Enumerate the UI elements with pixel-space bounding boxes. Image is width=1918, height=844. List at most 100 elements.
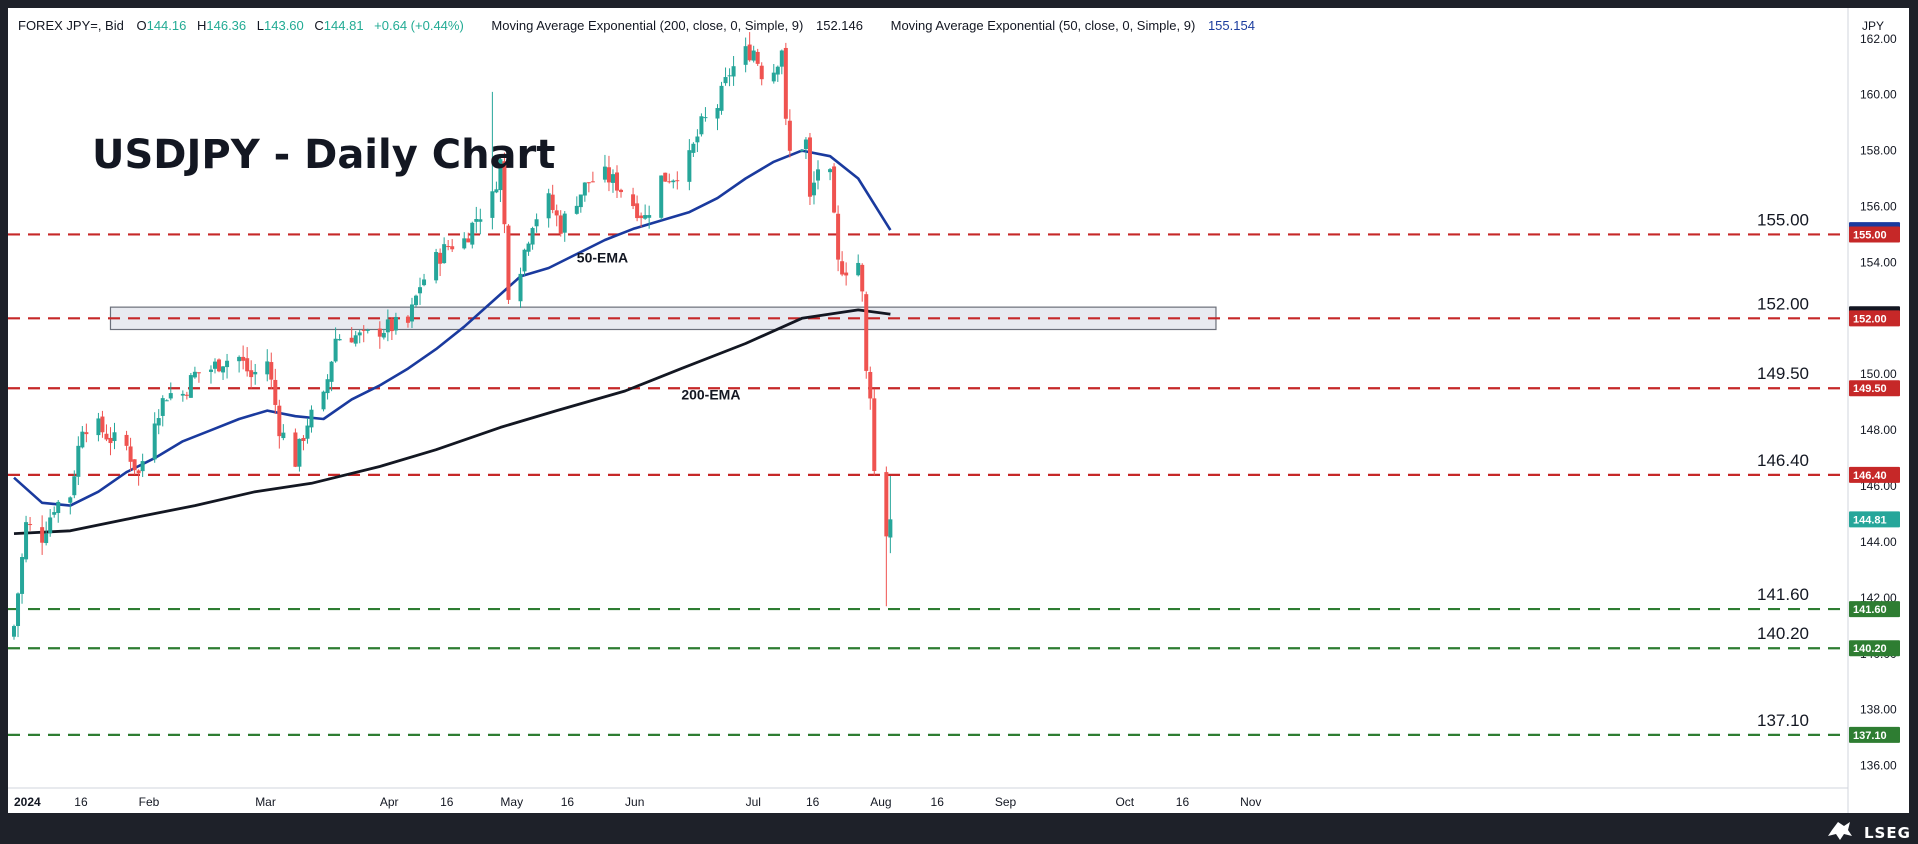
- ema200-legend-label: Moving Average Exponential (200, close, …: [491, 18, 803, 33]
- candle-59: [337, 334, 342, 341]
- candle-4: [28, 516, 33, 531]
- candle-49: [281, 424, 286, 441]
- candle-7: [48, 509, 53, 537]
- candle-23: [136, 469, 141, 486]
- price-tags: 155.154155.00152.146152.00149.50146.4014…: [1849, 222, 1900, 743]
- candle-144: [816, 160, 820, 190]
- candle-130: [743, 37, 748, 73]
- svg-text:149.50: 149.50: [1853, 383, 1887, 395]
- svg-text:152.00: 152.00: [1853, 313, 1887, 325]
- x-tick-14: Oct: [1115, 795, 1134, 809]
- candle-84: [478, 208, 483, 235]
- price-tag-9: 137.10: [1849, 726, 1900, 743]
- candle-54: [309, 405, 314, 433]
- candle-47: [273, 368, 278, 415]
- candle-72: [414, 294, 418, 307]
- candle-56: [325, 374, 330, 400]
- candle-67: [385, 309, 390, 342]
- candle-14: [84, 423, 89, 443]
- candle-133: [755, 48, 760, 66]
- candle-18: [108, 427, 113, 456]
- candle-151: [860, 263, 865, 302]
- currency-label: JPY: [1862, 19, 1884, 33]
- level-label-0: 155.00: [1757, 210, 1809, 229]
- candle-119: [675, 171, 680, 190]
- candle-123: [699, 113, 704, 137]
- candle-142: [807, 132, 812, 206]
- candle-35: [208, 365, 213, 384]
- candle-26: [156, 409, 161, 435]
- candle-77: [442, 237, 447, 264]
- level-label-2: 149.50: [1757, 364, 1809, 383]
- candle-140: [799, 149, 804, 153]
- candle-55: [321, 390, 326, 412]
- svg-text:144.81: 144.81: [1853, 514, 1887, 526]
- candle-33: [192, 366, 197, 379]
- candle-65: [377, 321, 382, 349]
- level-label-5: 140.20: [1757, 624, 1809, 643]
- candle-148: [840, 251, 845, 277]
- price-tag-5: 146.40: [1849, 466, 1900, 483]
- candle-118: [671, 179, 676, 189]
- header-l-value: 143.60: [264, 18, 304, 33]
- lseg-logo-icon: [1828, 822, 1852, 840]
- candle-69: [393, 312, 398, 335]
- candle-28: [164, 399, 169, 402]
- x-tick-12: 16: [931, 795, 945, 809]
- candle-127: [723, 67, 728, 86]
- candle-74: [422, 273, 427, 287]
- x-tick-3: Mar: [255, 795, 276, 809]
- candle-32: [188, 373, 193, 398]
- candle-37: [217, 358, 222, 373]
- candle-80: [462, 232, 467, 250]
- candle-105: [602, 154, 607, 183]
- candle-138: [783, 42, 788, 126]
- candle-41: [241, 345, 246, 370]
- candle-58: [333, 327, 338, 363]
- candle-8: [52, 506, 57, 518]
- time-axis: 2024 16 Feb Mar Apr 16 May 16 Jun Jul 16 Aug 16 Sep Oc…: [14, 795, 1261, 809]
- x-tick-8: Jun: [625, 795, 644, 809]
- candle-36: [213, 358, 217, 374]
- candle-107: [610, 169, 615, 193]
- candle-53: [305, 418, 310, 444]
- header-change: +0.64 (+0.44%): [374, 18, 464, 33]
- candle-43: [249, 360, 254, 389]
- candle-136: [775, 65, 780, 82]
- candle-129: [731, 56, 736, 86]
- candle-16: [100, 410, 105, 438]
- header-h-value: 146.36: [206, 18, 246, 33]
- candle-48: [277, 399, 282, 449]
- y-tick-13: 162.00: [1860, 32, 1897, 46]
- candle-131: [747, 32, 752, 62]
- x-tick-15: 16: [1176, 795, 1190, 809]
- candle-38: [221, 366, 226, 380]
- x-tick-6: May: [500, 795, 523, 809]
- candle-155: [884, 466, 889, 607]
- candle-108: [615, 165, 619, 199]
- candle-116: [663, 172, 668, 182]
- series-line-ema200: [13, 308, 891, 535]
- labels-layer: 155.00 152.00 149.50 146.40 141.60 140.20 137.…: [577, 210, 1809, 729]
- y-tick-0: 136.00: [1860, 759, 1897, 773]
- candle-147: [836, 205, 841, 272]
- candle-86: [494, 181, 499, 194]
- candle-25: [152, 412, 157, 463]
- y-tick-9: 154.00: [1860, 255, 1897, 269]
- price-tag-4: 149.50: [1849, 380, 1900, 397]
- candle-120: [687, 139, 692, 191]
- candle-132: [751, 45, 756, 63]
- ema200-legend-value: 152.146: [816, 18, 863, 33]
- svg-text:137.10: 137.10: [1853, 730, 1887, 742]
- candle-96: [550, 184, 555, 214]
- level-label-6: 137.10: [1757, 711, 1809, 730]
- candle-39: [225, 353, 230, 379]
- candle-3: [24, 515, 29, 563]
- candle-71: [409, 297, 414, 329]
- candle-24: [140, 453, 145, 478]
- ema50-legend-label: Moving Average Exponential (50, close, 0…: [891, 18, 1196, 33]
- level-label-1: 152.00: [1757, 294, 1809, 313]
- candle-30: [180, 390, 185, 402]
- candle-63: [361, 325, 366, 343]
